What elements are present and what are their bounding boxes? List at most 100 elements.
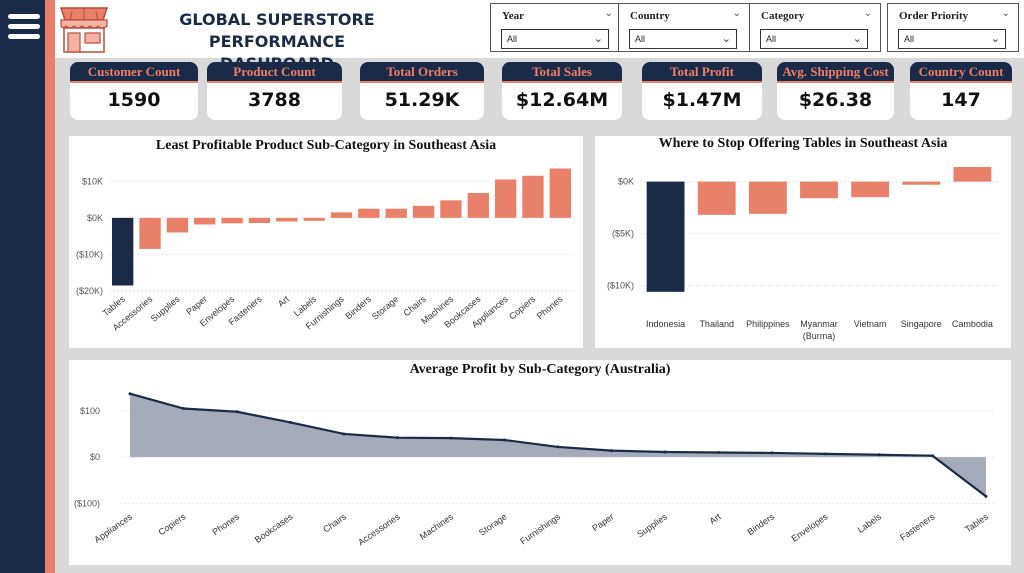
y-tick-label: $10K (82, 176, 103, 186)
filter-category: Category ⌄ All ⌄ (749, 3, 881, 52)
kpi-label: Total Profit (642, 62, 762, 83)
filter-order-priority-select[interactable]: All ⌄ (898, 29, 1006, 49)
kpi-label: Country Count (910, 62, 1012, 83)
x-tick-label: Tables (963, 511, 990, 534)
kpi-label: Total Sales (502, 62, 622, 83)
filter-category-value: All (766, 34, 777, 44)
filter-country-select[interactable]: All ⌄ (629, 29, 737, 49)
data-point (182, 407, 185, 411)
x-tick-label: Fasteners (898, 511, 937, 542)
chart-stop-tables-panel: Where to Stop Offering Tables in Southea… (595, 136, 1011, 348)
chart-least-profitable: $10K$0K($10K)($20K)TablesAccessoriesSupp… (76, 168, 574, 333)
data-point (984, 494, 988, 498)
x-tick-label: Vietnam (854, 319, 887, 329)
x-tick-label: Supplies (149, 294, 182, 324)
dropdown-arrow-icon: ⌄ (990, 33, 1000, 45)
kpi-total-sales: Total Sales $12.64M (502, 62, 622, 120)
x-tick-label: Art (707, 511, 723, 526)
y-tick-label: $0 (90, 452, 100, 462)
bar (851, 181, 890, 198)
x-tick-label: Envelopes (789, 511, 830, 544)
chart-title: Least Profitable Product Sub-Category in… (155, 138, 497, 153)
y-tick-label: ($10K) (607, 281, 634, 291)
x-tick-label: Phones (535, 294, 565, 322)
chart-avg-profit-australia: $100 $0 ($100) Appliances Copiers Phones Bookc… (74, 392, 996, 547)
kpi-label: Product Count (207, 62, 342, 83)
bar (358, 208, 380, 218)
x-tick-label-line: Myanmar (800, 319, 838, 329)
chart-least-profitable-panel: Least Profitable Product Sub-Category in… (69, 136, 583, 348)
bar (467, 192, 489, 218)
kpi-product-count: Product Count 3788 (207, 62, 342, 120)
bar (440, 200, 462, 218)
data-point (128, 392, 132, 396)
hamburger-menu-icon[interactable] (8, 14, 40, 44)
data-point (449, 436, 453, 440)
x-tick-label: Binders (343, 294, 373, 322)
bar (139, 217, 161, 249)
bar (800, 181, 838, 199)
y-tick-label: $0K (87, 213, 103, 223)
kpi-value: $12.64M (515, 89, 609, 111)
x-tick-label-line: (Burma) (803, 331, 836, 341)
chart-avg-profit-australia-panel: Average Profit by Sub-Category (Australi… (69, 360, 1011, 565)
kpi-label: Avg. Shipping Cost (777, 62, 894, 83)
bar (112, 217, 134, 286)
data-point (663, 450, 667, 454)
data-point (342, 432, 346, 436)
bar (697, 181, 736, 215)
x-tick-label: Indonesia (646, 319, 685, 329)
chart-title: Average Profit by Sub-Category (Australi… (409, 362, 671, 377)
sidebar-accent-stripe (45, 0, 55, 573)
area-fill (130, 393, 986, 497)
x-tick-label: Labels (856, 511, 884, 535)
chevron-down-icon[interactable]: ⌄ (863, 8, 872, 19)
y-tick-label: ($10K) (76, 249, 103, 259)
kpi-value: 1590 (107, 89, 161, 111)
bar (646, 181, 685, 292)
chevron-down-icon[interactable]: ⌄ (604, 8, 613, 19)
kpi-avg-shipping-cost: Avg. Shipping Cost $26.38 (777, 62, 894, 120)
data-point (503, 438, 506, 442)
kpi-value: 51.29K (384, 89, 460, 111)
bar (248, 217, 271, 223)
bar (385, 208, 407, 218)
bar (330, 212, 353, 218)
storefront-icon (59, 7, 109, 53)
data-point (235, 410, 239, 414)
filter-category-select[interactable]: All ⌄ (760, 29, 868, 49)
dropdown-arrow-icon: ⌄ (721, 33, 731, 45)
page-title-line1: GLOBAL SUPERSTORE PERFORMANCE (179, 10, 375, 51)
filter-year-label: Year (502, 10, 524, 22)
filter-year: Year ⌄ All ⌄ (490, 3, 622, 52)
bar (412, 205, 435, 218)
filter-order-priority: Order Priority ⌄ All ⌄ (887, 3, 1019, 52)
bar (303, 217, 325, 221)
data-point (556, 445, 560, 449)
kpi-customer-count: Customer Count 1590 (70, 62, 198, 120)
x-tick-label: Bookcases (253, 511, 295, 545)
chart-title: Where to Stop Offering Tables in Southea… (658, 136, 948, 151)
y-tick-label: ($100) (74, 498, 100, 508)
bar (194, 217, 216, 225)
data-point (770, 451, 774, 455)
kpi-label: Customer Count (70, 62, 198, 83)
x-tick-label: Myanmar (Burma) (800, 319, 838, 341)
x-tick-label: Furnishings (518, 511, 562, 546)
chevron-down-icon[interactable]: ⌄ (1001, 8, 1010, 19)
x-tick-label: Appliances (92, 511, 134, 545)
filter-order-priority-value: All (904, 34, 915, 44)
kpi-country-count: Country Count 147 (910, 62, 1012, 120)
x-tick-label: Singapore (901, 319, 942, 329)
x-tick-label: Chairs (321, 511, 348, 534)
data-point (396, 436, 399, 440)
bar (522, 175, 544, 218)
sidebar (0, 0, 45, 573)
chevron-down-icon[interactable]: ⌄ (732, 8, 741, 19)
x-tick-label: Binders (745, 511, 776, 537)
data-point (717, 450, 720, 454)
filter-category-label: Category (761, 10, 805, 22)
filter-year-select[interactable]: All ⌄ (501, 29, 609, 49)
kpi-value: 3788 (248, 89, 301, 111)
x-tick-label: Copiers (507, 294, 538, 322)
